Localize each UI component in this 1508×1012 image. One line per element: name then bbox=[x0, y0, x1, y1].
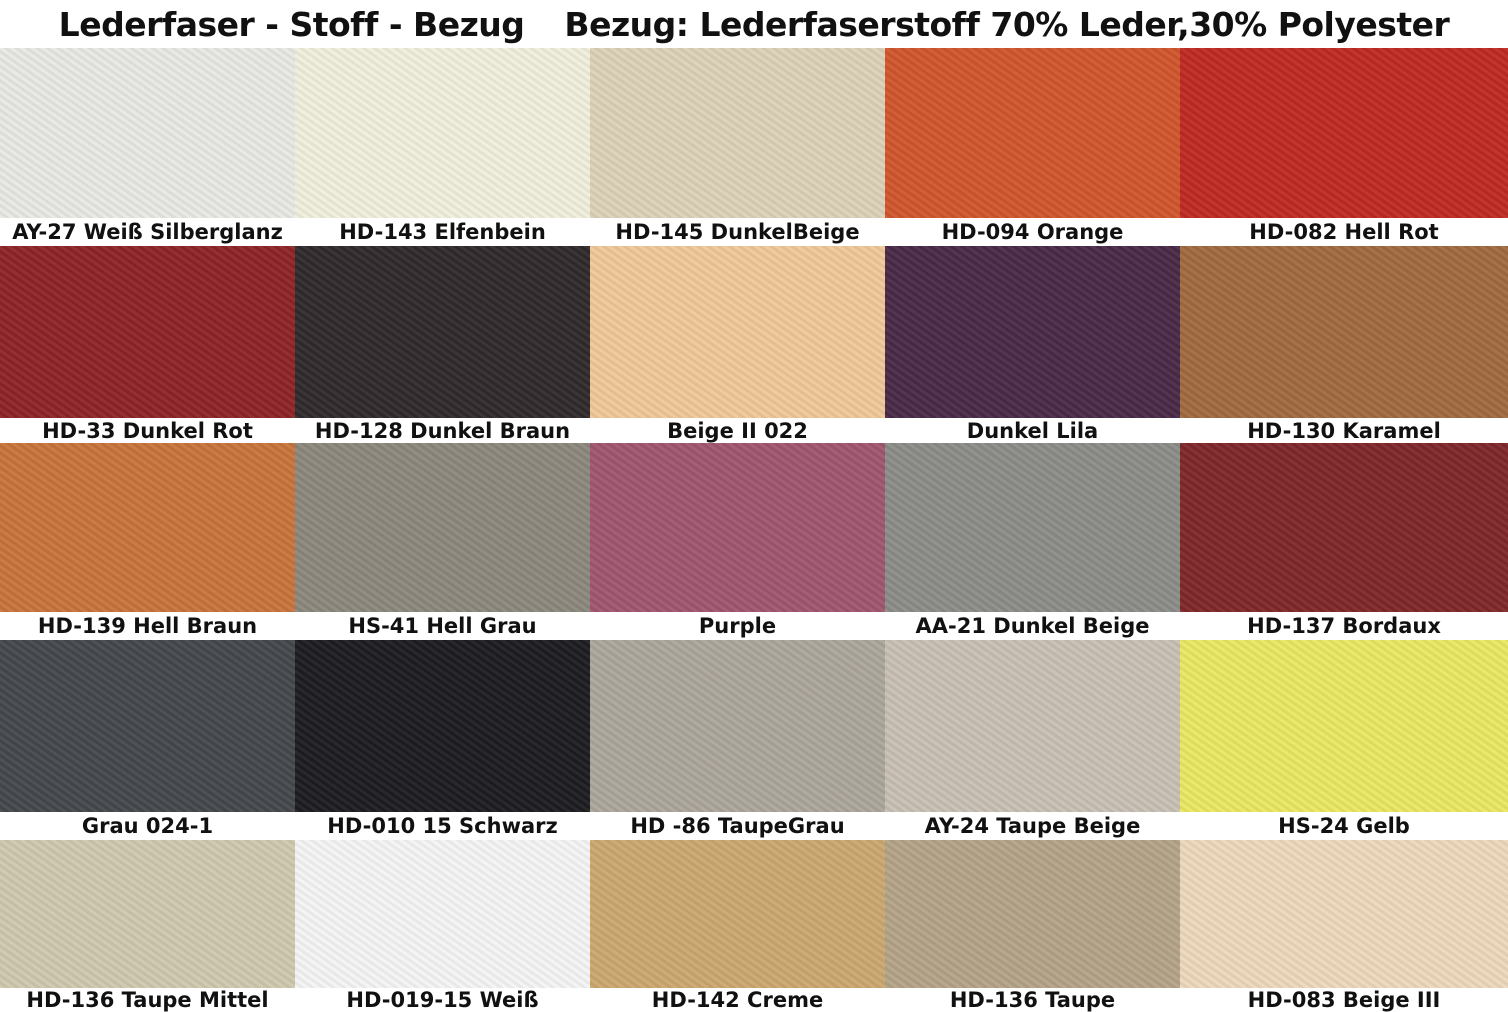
color-swatch bbox=[885, 840, 1180, 988]
swatch-label: HD-019-15 Weiß bbox=[295, 988, 590, 1012]
swatch-item: Dunkel Lila bbox=[885, 246, 1180, 443]
swatch-label: HD-082 Hell Rot bbox=[1180, 218, 1508, 246]
color-swatch bbox=[590, 443, 885, 612]
swatch-item: HD-128 Dunkel Braun bbox=[295, 246, 590, 443]
page-title: Lederfaser - Stoff - Bezug Bezug: Lederf… bbox=[0, 0, 1508, 48]
color-swatch bbox=[295, 640, 590, 812]
swatch-item: AA-21 Dunkel Beige bbox=[885, 443, 1180, 640]
swatch-item: HS-24 Gelb bbox=[1180, 640, 1508, 840]
color-swatch bbox=[590, 48, 885, 218]
swatch-item: HD-019-15 Weiß bbox=[295, 840, 590, 1012]
swatch-item: HD-082 Hell Rot bbox=[1180, 48, 1508, 246]
color-swatch bbox=[1180, 443, 1508, 612]
swatch-label: HD-142 Creme bbox=[590, 988, 885, 1012]
swatch-label: Purple bbox=[590, 612, 885, 640]
color-swatch bbox=[885, 640, 1180, 812]
swatch-item: HD-094 Orange bbox=[885, 48, 1180, 246]
swatch-item: HD-136 Taupe Mittel bbox=[0, 840, 295, 1012]
color-swatch bbox=[295, 246, 590, 418]
color-swatch bbox=[590, 840, 885, 988]
swatch-label: Dunkel Lila bbox=[885, 418, 1180, 443]
swatch-label: HD-094 Orange bbox=[885, 218, 1180, 246]
swatch-item: HD-143 Elfenbein bbox=[295, 48, 590, 246]
swatch-item: Grau 024-1 bbox=[0, 640, 295, 840]
swatch-label: Grau 024-1 bbox=[0, 812, 295, 840]
swatch-label: AY-24 Taupe Beige bbox=[885, 812, 1180, 840]
color-swatch bbox=[0, 840, 295, 988]
color-swatch bbox=[885, 48, 1180, 218]
swatch-label: HD-143 Elfenbein bbox=[295, 218, 590, 246]
color-swatch bbox=[295, 48, 590, 218]
swatch-item: HS-41 Hell Grau bbox=[295, 443, 590, 640]
swatch-item: HD-010 15 Schwarz bbox=[295, 640, 590, 840]
swatch-item: HD-130 Karamel bbox=[1180, 246, 1508, 443]
color-swatch bbox=[590, 246, 885, 418]
swatch-label: HD-136 Taupe Mittel bbox=[0, 988, 295, 1012]
color-swatch bbox=[295, 840, 590, 988]
swatch-label: HD -86 TaupeGrau bbox=[590, 812, 885, 840]
color-swatch bbox=[0, 48, 295, 218]
swatch-label: HS-24 Gelb bbox=[1180, 812, 1508, 840]
color-swatch bbox=[0, 640, 295, 812]
swatch-item: HD-139 Hell Braun bbox=[0, 443, 295, 640]
swatch-item: HD-137 Bordaux bbox=[1180, 443, 1508, 640]
swatch-item: HD-33 Dunkel Rot bbox=[0, 246, 295, 443]
swatch-label: HD-139 Hell Braun bbox=[0, 612, 295, 640]
color-swatch bbox=[885, 443, 1180, 612]
swatch-item: AY-27 Weiß Silberglanz bbox=[0, 48, 295, 246]
swatch-label: HD-128 Dunkel Braun bbox=[295, 418, 590, 443]
color-swatch bbox=[1180, 246, 1508, 418]
swatch-label: HD-136 Taupe bbox=[885, 988, 1180, 1012]
swatch-label: HD-010 15 Schwarz bbox=[295, 812, 590, 840]
swatch-label: HD-083 Beige III bbox=[1180, 988, 1508, 1012]
swatch-item: Purple bbox=[590, 443, 885, 640]
swatch-label: HD-145 DunkelBeige bbox=[590, 218, 885, 246]
swatch-label: AA-21 Dunkel Beige bbox=[885, 612, 1180, 640]
swatch-label: HD-137 Bordaux bbox=[1180, 612, 1508, 640]
color-swatch bbox=[885, 246, 1180, 418]
swatch-label: Beige II 022 bbox=[590, 418, 885, 443]
swatch-item: HD -86 TaupeGrau bbox=[590, 640, 885, 840]
color-swatch bbox=[1180, 840, 1508, 988]
swatch-label: AY-27 Weiß Silberglanz bbox=[0, 218, 295, 246]
swatch-label: HS-41 Hell Grau bbox=[295, 612, 590, 640]
swatch-label: HD-130 Karamel bbox=[1180, 418, 1508, 443]
swatch-grid: AY-27 Weiß Silberglanz HD-143 Elfenbein HD… bbox=[0, 48, 1508, 1012]
title-right: Bezug: Lederfaserstoff 70% Leder,30% Pol… bbox=[564, 4, 1450, 44]
swatch-item: HD-136 Taupe bbox=[885, 840, 1180, 1012]
swatch-item: AY-24 Taupe Beige bbox=[885, 640, 1180, 840]
color-swatch bbox=[590, 640, 885, 812]
swatch-item: HD-083 Beige III bbox=[1180, 840, 1508, 1012]
color-swatch bbox=[0, 246, 295, 418]
swatch-item: HD-142 Creme bbox=[590, 840, 885, 1012]
color-swatch bbox=[1180, 640, 1508, 812]
color-swatch bbox=[0, 443, 295, 612]
swatch-label: HD-33 Dunkel Rot bbox=[0, 418, 295, 443]
title-left: Lederfaser - Stoff - Bezug bbox=[58, 4, 525, 44]
swatch-item: HD-145 DunkelBeige bbox=[590, 48, 885, 246]
color-swatch bbox=[1180, 48, 1508, 218]
swatch-item: Beige II 022 bbox=[590, 246, 885, 443]
color-swatch bbox=[295, 443, 590, 612]
